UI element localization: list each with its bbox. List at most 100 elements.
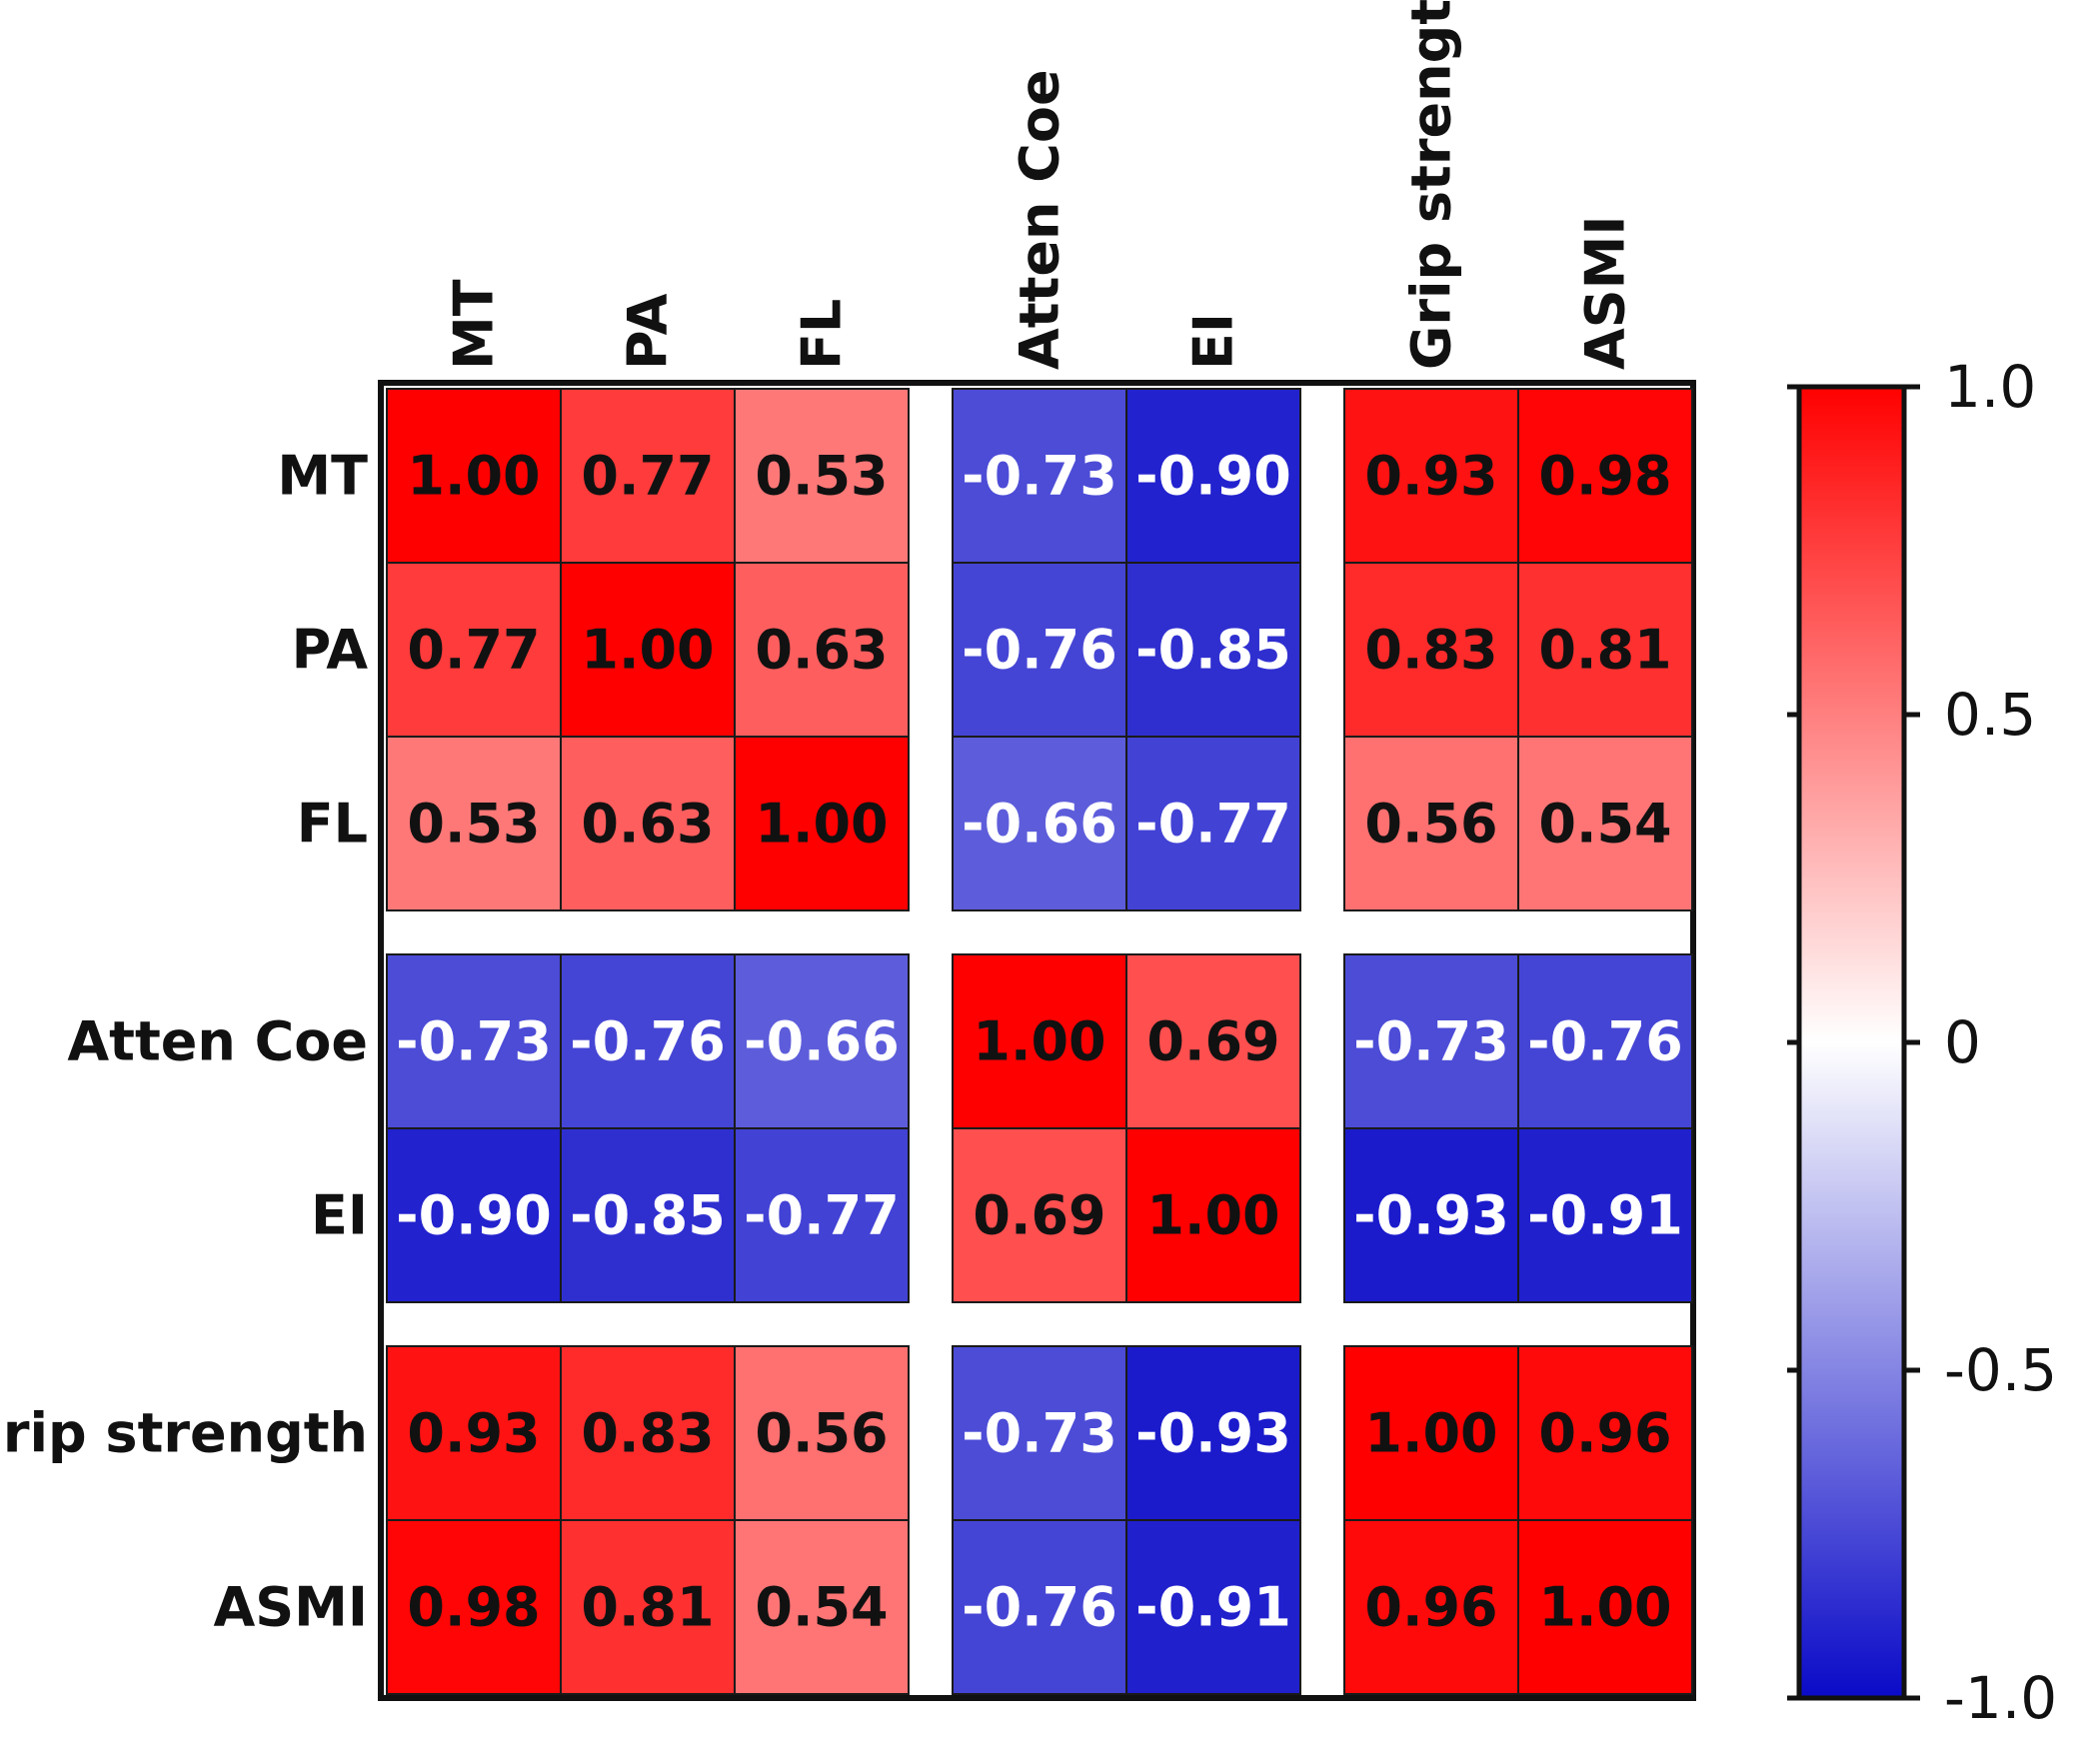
heatmap-cell-pa-ei <box>1125 562 1301 738</box>
row-label-fl: FL <box>297 793 368 856</box>
cell-value-label: 1.00 <box>1146 1184 1279 1247</box>
cell-value-label: 0.81 <box>581 1576 714 1639</box>
row-label-mt: MT <box>277 445 368 508</box>
colorbar-gradient <box>1796 384 1907 1701</box>
cell-value-label: -0.73 <box>1353 1010 1509 1073</box>
heatmap-cell-grip-strength-fl <box>734 1345 910 1521</box>
heatmap-cell-ei-fl <box>734 1127 910 1303</box>
cell-value-label: -0.90 <box>1135 445 1291 508</box>
cell-value-label: -0.91 <box>1527 1184 1683 1247</box>
heatmap-cell-asmi-mt <box>386 1519 562 1695</box>
column-label-asmi: ASMI <box>1574 215 1637 370</box>
cell-value-label: 0.93 <box>407 1402 540 1465</box>
row-label-grip-strength: Grip strength <box>0 1402 368 1465</box>
heatmap-cell-asmi-grip-strength <box>1343 1519 1519 1695</box>
colorbar-tick-label: -1.0 <box>1944 1664 2057 1732</box>
heatmap-cell-asmi-ei <box>1125 1519 1301 1695</box>
cell-value-label: 0.54 <box>755 1576 888 1639</box>
colorbar-tick-label: 0.5 <box>1944 681 2036 749</box>
cell-value-label: 0.83 <box>581 1402 714 1465</box>
cell-value-label: -0.91 <box>1135 1576 1291 1639</box>
heatmap-cell-fl-pa <box>560 736 736 911</box>
cell-value-label: 0.54 <box>1538 793 1671 856</box>
heatmap-cell-pa-pa <box>560 562 736 738</box>
colorbar-tick-label: 1.0 <box>1944 353 2036 421</box>
cell-value-label: 0.93 <box>1364 445 1497 508</box>
heatmap-cell-pa-atten-coe <box>952 562 1127 738</box>
heatmap-cell-atten-coe-fl <box>734 953 910 1129</box>
heatmap-cell-atten-coe-ei <box>1125 953 1301 1129</box>
cell-value-label: 0.81 <box>1538 619 1671 682</box>
column-label-grip-strength: Grip strength <box>1400 0 1463 370</box>
cell-value-label: 0.77 <box>581 445 714 508</box>
heatmap-cell-fl-fl <box>734 736 910 911</box>
cell-value-label: 1.00 <box>973 1010 1105 1073</box>
cell-value-label: -0.66 <box>744 1010 900 1073</box>
cell-value-label: 0.63 <box>581 793 714 856</box>
cell-value-label: 0.63 <box>755 619 888 682</box>
heatmap-cell-asmi-asmi <box>1517 1519 1693 1695</box>
column-label-ei: EI <box>1182 313 1245 370</box>
cell-value-label: -0.77 <box>744 1184 900 1247</box>
row-label-ei: EI <box>311 1184 368 1247</box>
cell-value-label: 1.00 <box>1364 1402 1497 1465</box>
heatmap-cell-fl-atten-coe <box>952 736 1127 911</box>
heatmap-cell-mt-mt <box>386 388 562 564</box>
cell-value-label: -0.76 <box>962 1576 1117 1639</box>
cell-value-label: 1.00 <box>1538 1576 1671 1639</box>
cell-value-label: -0.66 <box>962 793 1117 856</box>
heatmap-cell-atten-coe-pa <box>560 953 736 1129</box>
heatmap-cell-asmi-atten-coe <box>952 1519 1127 1695</box>
heatmap-cell-ei-ei <box>1125 1127 1301 1303</box>
cell-value-label: 0.56 <box>1364 793 1497 856</box>
cell-value-label: 0.96 <box>1538 1402 1671 1465</box>
heatmap-cell-fl-mt <box>386 736 562 911</box>
cell-value-label: -0.76 <box>570 1010 726 1073</box>
heatmap-cell-pa-grip-strength <box>1343 562 1519 738</box>
cell-value-label: 0.69 <box>973 1184 1105 1247</box>
cell-value-label: -0.93 <box>1135 1402 1291 1465</box>
row-label-atten-coe: Atten Coe <box>67 1010 368 1073</box>
cell-value-label: 0.56 <box>755 1402 888 1465</box>
heatmap-cell-mt-grip-strength <box>1343 388 1519 564</box>
colorbar: 1.0 0.5 0 -0.5 -1.0 <box>1787 353 2057 1732</box>
cell-value-label: 0.69 <box>1146 1010 1279 1073</box>
column-label-mt: MT <box>443 279 506 370</box>
heatmap-cell-fl-ei <box>1125 736 1301 911</box>
heatmap-cell-ei-mt <box>386 1127 562 1303</box>
row-label-pa: PA <box>292 619 369 682</box>
heatmap-cell-mt-asmi <box>1517 388 1693 564</box>
cell-value-label: 0.98 <box>1538 445 1671 508</box>
cell-value-label: 1.00 <box>755 793 888 856</box>
cell-value-label: -0.85 <box>570 1184 726 1247</box>
heatmap-cell-asmi-fl <box>734 1519 910 1695</box>
colorbar-tick-label: 0 <box>1944 1008 1981 1076</box>
cell-value-label: -0.73 <box>962 445 1117 508</box>
heatmap-cell-ei-pa <box>560 1127 736 1303</box>
heatmap-cell-fl-asmi <box>1517 736 1693 911</box>
heatmap-cell-ei-grip-strength <box>1343 1127 1519 1303</box>
cell-value-label: 1.00 <box>581 619 714 682</box>
cells-layer: 1.00 0.77 0.53 -0.73 -0.90 0.93 0.98 0.77 1.00 0.… <box>386 388 1693 1695</box>
cell-value-label: 0.98 <box>407 1576 540 1639</box>
cell-value-label: -0.90 <box>396 1184 552 1247</box>
row-label-asmi: ASMI <box>213 1576 368 1639</box>
heatmap-cell-mt-pa <box>560 388 736 564</box>
row-labels: MT PA FL Atten Coe EI Grip strength ASMI <box>0 445 368 1639</box>
cell-value-label: -0.73 <box>962 1402 1117 1465</box>
cell-value-label: -0.76 <box>1527 1010 1683 1073</box>
heatmap-cell-grip-strength-pa <box>560 1345 736 1521</box>
cell-value-label: 0.83 <box>1364 619 1497 682</box>
heatmap-cell-pa-asmi <box>1517 562 1693 738</box>
cell-value-label: 0.96 <box>1364 1576 1497 1639</box>
column-labels: MT PA FL Atten Coe EI Grip strength ASMI <box>443 0 1637 370</box>
cell-value-label: -0.85 <box>1135 619 1291 682</box>
cell-value-label: -0.76 <box>962 619 1117 682</box>
cell-value-label: -0.73 <box>396 1010 552 1073</box>
heatmap-cell-mt-fl <box>734 388 910 564</box>
cell-value-label: 0.53 <box>407 793 540 856</box>
cell-value-label: 1.00 <box>407 445 540 508</box>
heatmap-cell-grip-strength-asmi <box>1517 1345 1693 1521</box>
